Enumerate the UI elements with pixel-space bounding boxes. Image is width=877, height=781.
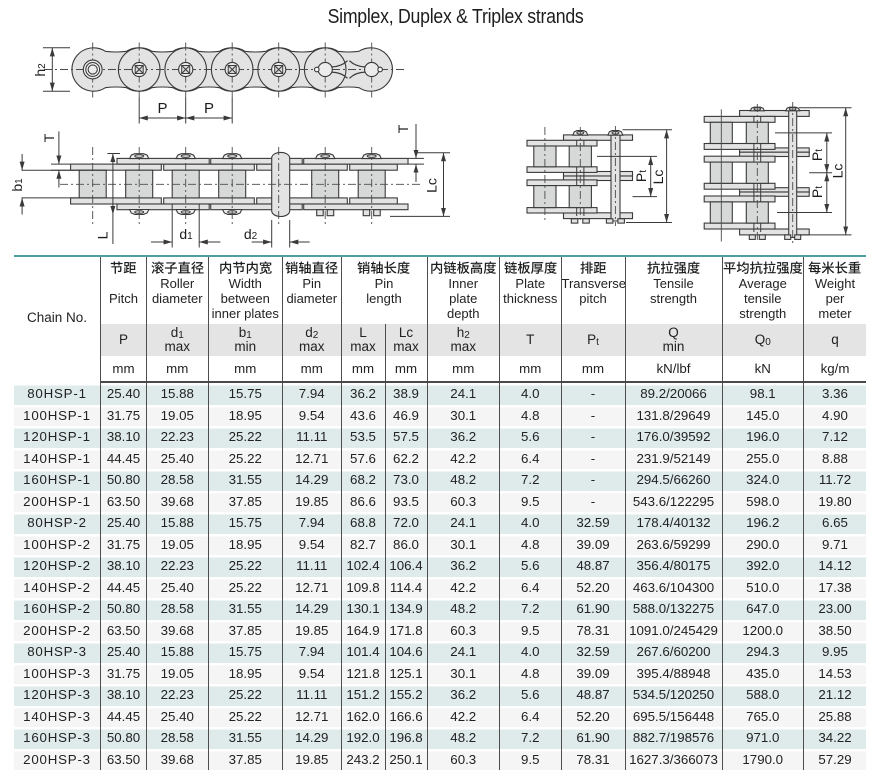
- svg-text:d1: d1: [179, 226, 193, 242]
- svg-text:Lc: Lc: [830, 164, 846, 179]
- svg-text:Pt: Pt: [809, 149, 825, 161]
- svg-text:h2: h2: [32, 63, 48, 77]
- svg-text:Pt: Pt: [633, 170, 649, 182]
- svg-text:P: P: [204, 100, 214, 117]
- svg-text:T: T: [395, 124, 411, 133]
- svg-text:L: L: [95, 231, 111, 239]
- svg-text:d2: d2: [244, 226, 258, 242]
- svg-text:b1: b1: [9, 178, 25, 192]
- svg-text:P: P: [157, 100, 167, 117]
- svg-text:Pt: Pt: [809, 186, 825, 198]
- svg-text:Lc: Lc: [650, 170, 666, 185]
- svg-text:T: T: [41, 133, 57, 142]
- svg-text:Lc: Lc: [424, 178, 440, 193]
